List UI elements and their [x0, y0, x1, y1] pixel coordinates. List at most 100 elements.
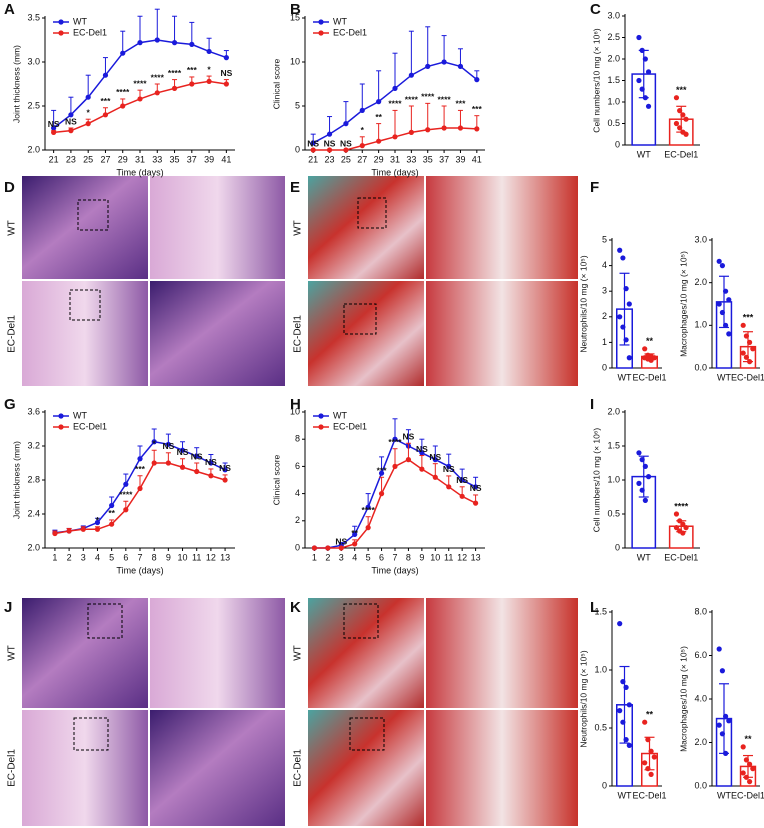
x-tick-label: 11	[444, 552, 453, 562]
y-tick-label: 0.5	[594, 722, 607, 732]
histology-zoom	[150, 710, 285, 826]
y-tick-label: 8	[295, 434, 300, 444]
x-tick-label: WT	[618, 372, 632, 382]
data-point	[446, 463, 452, 469]
data-point	[636, 34, 642, 41]
data-point	[376, 138, 382, 144]
x-tick-label: 5	[366, 552, 371, 562]
significance-label: NS	[48, 119, 60, 129]
x-tick-label: WT	[717, 372, 731, 382]
x-tick-label: 37	[187, 154, 197, 164]
histology-image	[22, 176, 148, 279]
significance-label: ****	[168, 68, 182, 78]
data-point	[683, 131, 689, 137]
data-point	[206, 78, 212, 84]
histology-zoom	[150, 176, 285, 279]
y-tick-label: 0	[295, 144, 300, 154]
data-point	[66, 528, 72, 534]
y-tick-label: 0	[602, 362, 607, 372]
histology-zoom	[150, 281, 285, 386]
significance-label: ***	[472, 104, 483, 114]
significance-label: NS	[456, 475, 468, 485]
significance-label: ***	[187, 65, 198, 75]
data-point	[343, 147, 349, 153]
x-tick-label: 31	[135, 154, 145, 164]
y-tick-label: 2.4	[27, 508, 40, 518]
x-tick-label: 37	[439, 154, 449, 164]
data-point	[677, 125, 683, 131]
data-point	[620, 719, 626, 725]
data-point	[189, 41, 195, 48]
significance-label: NS	[335, 536, 347, 546]
x-tick-label: WT	[637, 552, 651, 562]
data-point	[719, 309, 726, 316]
y-tick-label: 2.0	[27, 542, 40, 552]
x-tick-label: 4	[352, 552, 357, 562]
zoom-box	[343, 603, 379, 639]
data-point	[716, 646, 722, 652]
x-tick-label: 1	[52, 552, 57, 562]
data-point	[80, 526, 86, 532]
significance-label: **	[108, 508, 115, 518]
data-point	[102, 72, 109, 78]
significance-label: **	[375, 112, 382, 122]
legend-marker	[58, 30, 64, 36]
data-point	[392, 134, 398, 140]
histology-image	[22, 281, 148, 386]
data-point	[642, 95, 648, 101]
x-tick-label: 3	[339, 552, 344, 562]
data-point	[472, 500, 479, 506]
significance-label: NS	[162, 441, 174, 451]
x-tick-label: 2	[67, 552, 72, 562]
histology-zoom	[426, 710, 578, 826]
data-point	[325, 545, 331, 551]
data-point	[639, 47, 645, 54]
x-tick-label: WT	[618, 790, 632, 800]
y-tick-label: 2.8	[27, 474, 40, 484]
data-point	[120, 103, 126, 109]
data-point	[743, 774, 750, 780]
y-tick-label: 2	[295, 515, 300, 525]
data-point	[310, 147, 316, 153]
significance-label: NS	[470, 483, 482, 493]
data-point	[623, 737, 629, 743]
x-tick-label: 35	[423, 154, 433, 164]
x-tick-label: WT	[637, 149, 651, 159]
significance-label: NS	[219, 463, 231, 473]
x-tick-label: 8	[406, 552, 411, 562]
y-tick-label: 4	[295, 488, 300, 498]
data-point	[726, 718, 732, 724]
data-point	[642, 346, 648, 352]
significance-label: *	[87, 107, 91, 117]
data-point	[623, 337, 629, 343]
data-point	[723, 322, 729, 328]
data-point	[392, 436, 398, 442]
image-panel-j: J WT EC-Del1	[4, 598, 285, 826]
data-point	[194, 468, 200, 475]
x-tick-label: 41	[472, 154, 482, 164]
data-point	[441, 125, 447, 131]
zoom-box	[87, 603, 123, 639]
data-point	[109, 521, 115, 527]
x-tick-label: 21	[49, 154, 59, 164]
x-tick-label: EC-Del1	[664, 149, 698, 159]
zoom-box	[69, 289, 101, 321]
y-tick-label: 3.0	[694, 234, 707, 244]
data-point	[102, 112, 109, 118]
data-point	[617, 247, 623, 253]
data-point	[648, 357, 654, 363]
data-point	[677, 518, 683, 524]
data-point	[743, 333, 750, 339]
y-tick-label: 1	[602, 337, 607, 347]
data-point	[642, 497, 648, 503]
x-tick-label: 2	[325, 552, 330, 562]
x-tick-label: 7	[392, 552, 397, 562]
panel-letter: J	[4, 599, 12, 616]
data-point	[673, 525, 680, 531]
row-label: WT	[293, 645, 304, 661]
data-point	[639, 487, 645, 493]
significance-label: NS	[191, 451, 203, 461]
significance-label: ****	[388, 437, 402, 447]
data-point	[208, 473, 214, 479]
